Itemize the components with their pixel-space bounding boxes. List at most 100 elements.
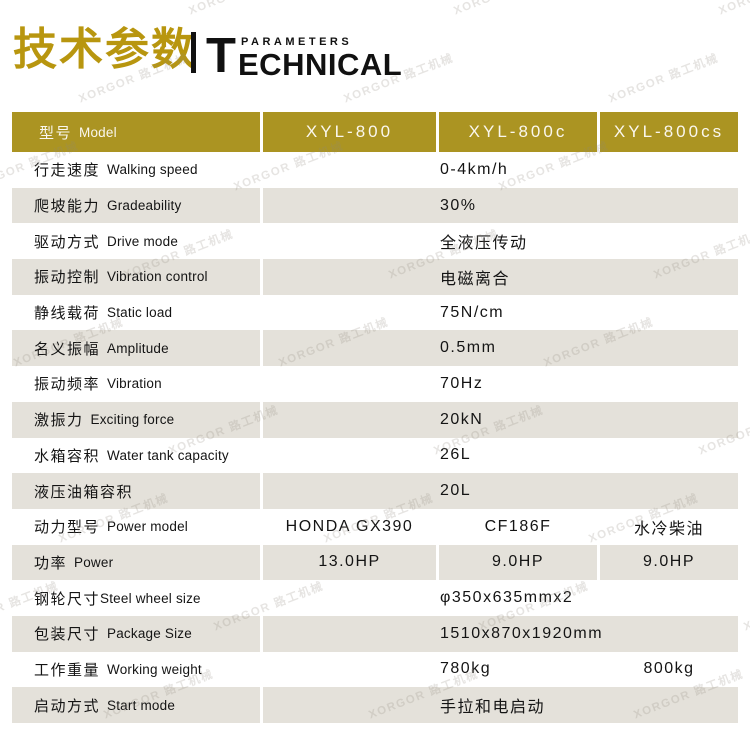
row-label-en: Amplitude (107, 340, 169, 356)
row-value-col1: 780kg (260, 651, 597, 688)
title-technical-label: ECHNICAL (238, 47, 403, 82)
row-label: 水箱容积 Water tank capacity (12, 438, 260, 474)
table-row: 包装尺寸 Package Size 1510x870x1920mm (12, 615, 738, 652)
row-label: 钢轮尺寸 Steel wheel size (12, 580, 260, 616)
row-label-cn: 振动频率 (34, 376, 101, 394)
table-row: 行走速度 Walking speed 0-4km/h (12, 152, 738, 188)
row-label: 静线载荷 Static load (12, 295, 260, 331)
table-row: 工作重量 Working weight 780kg 800kg (12, 651, 738, 688)
row-label-cn: 激振力 (34, 412, 84, 430)
row-label-cn: 驱动方式 (34, 233, 101, 251)
row-label: 包装尺寸 Package Size (12, 616, 260, 652)
model-label-cn: 型号 (39, 124, 73, 142)
row-label-cn: 包装尺寸 (34, 626, 101, 644)
row-value-col3: 水冷柴油 (597, 508, 738, 545)
spec-table: 型号 Model XYL-800 XYL-800c XYL-800cs 行走速度… (12, 112, 738, 723)
row-label-cn: 爬坡能力 (34, 198, 101, 216)
row-value: 26L (260, 437, 738, 474)
model-label-en: Model (79, 124, 117, 140)
table-row: 钢轮尺寸 Steel wheel size φ350x635mmx2 (12, 580, 738, 616)
row-label-en: Power model (107, 519, 189, 535)
row-value-col3: 9.0HP (597, 544, 738, 581)
row-label-en: Vibration control (107, 269, 208, 285)
row-label-cn: 水箱容积 (34, 447, 101, 465)
model-column-header-3: XYL-800cs (597, 112, 738, 152)
row-label-en: Power (74, 554, 114, 570)
row-label-cn: 钢轮尺寸 (34, 590, 101, 608)
row-value-col1: HONDA GX390 (260, 508, 436, 545)
row-label-en: Water tank capacity (107, 447, 229, 463)
row-label-en: Drive mode (107, 233, 179, 249)
table-row: 启动方式 Start mode 手拉和电启动 (12, 687, 738, 723)
row-label-cn: 工作重量 (34, 661, 101, 679)
watermark-text: XORGOR 路工机械 (451, 0, 566, 18)
page-title-cn: 技术参数 (13, 25, 197, 74)
row-value: 75N/cm (260, 294, 738, 331)
row-label: 动力型号 Power model (12, 509, 260, 545)
row-label: 功率 Power (12, 545, 260, 581)
model-column-header-1: XYL-800 (260, 112, 436, 152)
row-value-col2: CF186F (436, 508, 597, 545)
row-label: 爬坡能力 Gradeability (12, 188, 260, 224)
row-label: 驱动方式 Drive mode (12, 223, 260, 259)
title-divider (191, 32, 196, 73)
row-label-cn: 静线载荷 (34, 305, 101, 323)
table-body: 行走速度 Walking speed 0-4km/h 爬坡能力 Gradeability… (12, 152, 738, 723)
table-row: 爬坡能力 Gradeability 30% (12, 187, 738, 224)
row-value: 全液压传动 (260, 223, 738, 260)
row-label-en: Steel wheel size (100, 590, 201, 606)
row-value: 0.5mm (260, 330, 738, 367)
table-row: 激振力 Exciting force 20kN (12, 401, 738, 438)
row-value: 电磁离合 (260, 259, 738, 295)
table-row: 液压油箱容积 20L (12, 473, 738, 509)
watermark-text: XORGOR 路工机械 (607, 52, 721, 106)
row-label-en: Vibration (107, 376, 162, 392)
row-value: 20L (260, 473, 738, 509)
row-label-cn: 名义振幅 (34, 340, 101, 358)
row-label: 液压油箱容积 (12, 473, 260, 509)
table-row: 水箱容积 Water tank capacity 26L (12, 437, 738, 474)
row-label: 工作重量 Working weight (12, 652, 260, 688)
row-label-en: Working weight (107, 661, 202, 677)
table-row: 静线载荷 Static load 75N/cm (12, 294, 738, 331)
row-value-col3: 800kg (597, 651, 738, 688)
table-row: 动力型号 Power model HONDA GX390 CF186F 水冷柴油 (12, 508, 738, 545)
table-header-row: 型号 Model XYL-800 XYL-800c XYL-800cs (12, 112, 738, 152)
row-value: 1510x870x1920mm (260, 615, 738, 652)
table-row: 振动频率 Vibration 70Hz (12, 366, 738, 402)
row-label-cn: 振动控制 (34, 269, 101, 287)
title-parameters-label: PARAMETERS (241, 36, 353, 48)
table-row: 功率 Power 13.0HP 9.0HP 9.0HP (12, 544, 738, 581)
row-label-en: Exciting force (90, 412, 175, 428)
row-label: 激振力 Exciting force (12, 402, 260, 438)
row-label-cn: 行走速度 (34, 162, 101, 180)
row-value: 0-4km/h (260, 152, 738, 188)
row-value-col2: 9.0HP (436, 544, 597, 581)
row-label-cn: 动力型号 (34, 519, 101, 537)
row-label-cn: 启动方式 (34, 697, 101, 715)
row-label: 振动频率 Vibration (12, 366, 260, 402)
row-value: 20kN (260, 401, 738, 438)
row-value: 30% (260, 187, 738, 224)
row-label: 振动控制 Vibration control (12, 259, 260, 295)
row-label-cn: 液压油箱容积 (34, 483, 134, 501)
row-value-col1: 13.0HP (260, 544, 436, 581)
watermark-text: XORGOR 路工机械 (0, 0, 36, 18)
row-label-en: Gradeability (107, 198, 182, 214)
row-label-en: Package Size (107, 626, 192, 642)
row-label-cn: 功率 (34, 554, 68, 572)
table-row: 振动控制 Vibration control 电磁离合 (12, 259, 738, 295)
row-value: 手拉和电启动 (260, 687, 738, 723)
row-label: 行走速度 Walking speed (12, 152, 260, 188)
model-row-label: 型号 Model (12, 112, 260, 152)
model-column-header-2: XYL-800c (436, 112, 597, 152)
row-label-en: Static load (107, 305, 173, 321)
row-value: φ350x635mmx2 (260, 580, 738, 616)
row-label: 启动方式 Start mode (12, 687, 260, 723)
row-value: 70Hz (260, 366, 738, 402)
watermark-text: XORGOR 路工机械 (742, 580, 750, 634)
title-initial-letter: T (206, 29, 236, 83)
row-label-en: Start mode (107, 697, 176, 713)
table-row: 驱动方式 Drive mode 全液压传动 (12, 223, 738, 260)
